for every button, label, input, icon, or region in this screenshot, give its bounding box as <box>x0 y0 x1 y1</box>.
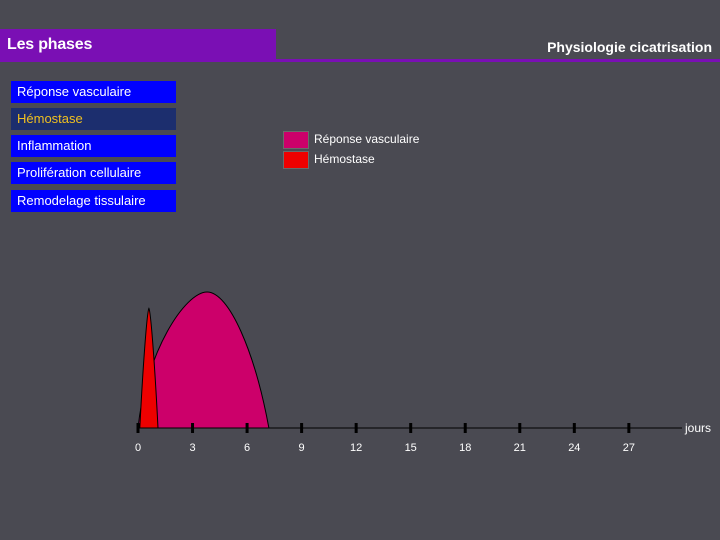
x-tick-label: 21 <box>514 442 526 454</box>
legend-label-vascular-response: Réponse vasculaire <box>314 132 420 146</box>
series-area-hemostasis <box>139 307 159 429</box>
legend-label-hemostasis: Hémostase <box>314 152 375 166</box>
series-area-vascular-response <box>137 291 270 429</box>
phase-hemostasis[interactable]: Hémostase <box>11 108 176 130</box>
x-tick-label: 18 <box>459 442 471 454</box>
legend-swatch-hemostasis <box>283 151 309 169</box>
x-tick-label: 24 <box>568 442 580 454</box>
x-tick-label: 6 <box>244 442 250 454</box>
page-title: Les phases <box>7 36 93 53</box>
phase-proliferation[interactable]: Prolifération cellulaire <box>11 162 176 184</box>
phase-remodeling[interactable]: Remodelage tissulaire <box>11 190 176 212</box>
x-tick-label: 9 <box>299 442 305 454</box>
x-tick-label: 0 <box>135 442 141 454</box>
x-tick-label: 12 <box>350 442 362 454</box>
x-axis-unit-label: jours <box>684 421 711 435</box>
header-bar-right <box>276 29 720 62</box>
page-subtitle: Physiologie cicatrisation <box>547 39 712 55</box>
header-bar-left <box>0 29 276 62</box>
phase-vascular-response[interactable]: Réponse vasculaire <box>11 81 176 103</box>
legend-swatch-vascular-response <box>283 131 309 149</box>
x-tick-label: 27 <box>623 442 635 454</box>
x-tick-label: 15 <box>405 442 417 454</box>
phase-inflammation[interactable]: Inflammation <box>11 135 176 157</box>
x-tick-label: 3 <box>189 442 195 454</box>
